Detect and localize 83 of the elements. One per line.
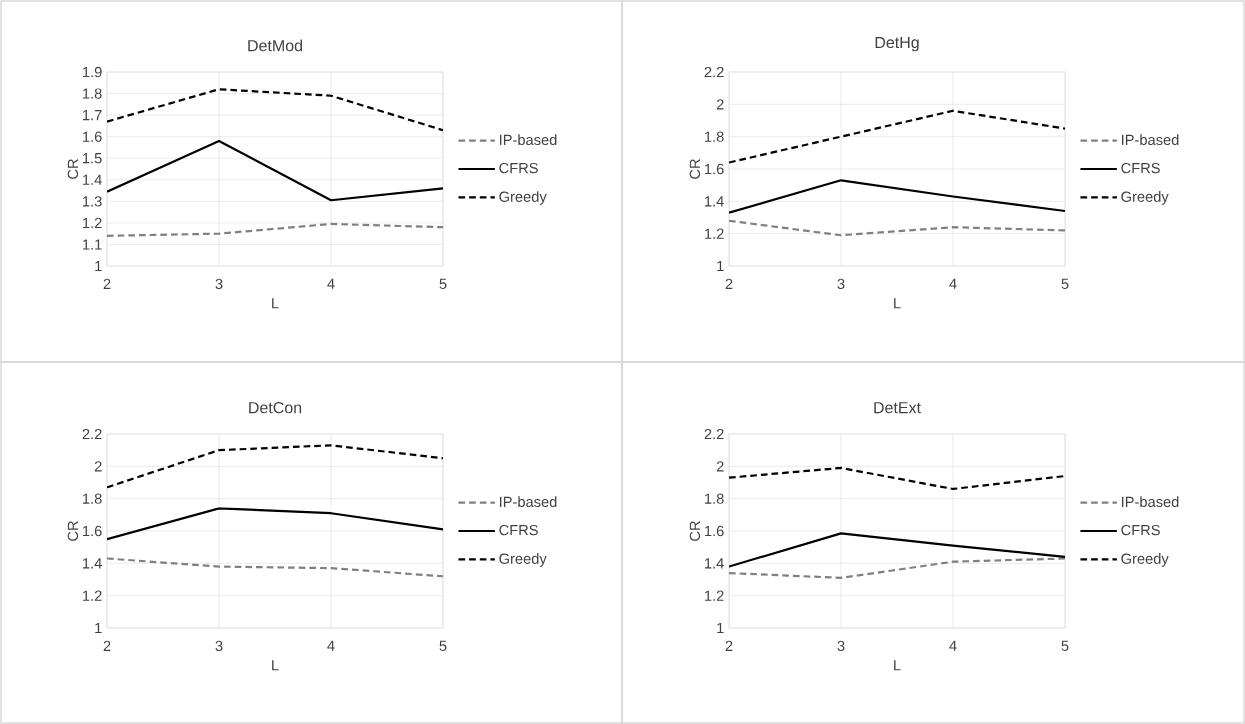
x-tick-label: 3: [837, 278, 845, 290]
x-tick-label: 4: [949, 278, 957, 289]
legend-label: IP-based: [1121, 134, 1179, 146]
y-tick-label: 1.1: [83, 239, 102, 250]
line-series: [729, 466, 1065, 491]
legend-label: CFRS: [499, 524, 538, 536]
x-tick-label: 2: [725, 278, 733, 289]
legend-label: Greedy: [1121, 553, 1169, 567]
x-axis-title: L: [272, 660, 279, 671]
legend-label: Greedy: [1121, 191, 1169, 205]
x-tick-label: 5: [439, 278, 447, 289]
x-tick-label: 4: [327, 640, 335, 651]
x-tick-label: 2: [103, 640, 111, 651]
y-tick-label: 1.3: [83, 196, 102, 207]
chart-title: DetMod: [248, 39, 302, 52]
y-tick-label: 2: [716, 461, 724, 472]
x-tick-label: 4: [949, 640, 957, 651]
y-tick-label: 1.8: [705, 493, 724, 504]
chart-title: DetCon: [249, 401, 302, 414]
line-series: [107, 88, 444, 132]
x-tick-label: 5: [439, 640, 447, 651]
y-axis-title: CR: [689, 521, 701, 541]
line-series: [107, 557, 444, 578]
y-tick-label: 1.6: [705, 163, 724, 175]
y-tick-label: 1.5: [83, 153, 102, 164]
y-tick-label: 1.2: [705, 590, 724, 601]
legend-label: CFRS: [1121, 162, 1160, 174]
y-tick-label: 1.8: [83, 88, 102, 99]
line-series: [729, 219, 1065, 237]
y-tick-label: 1.2: [83, 217, 102, 229]
legend-label: Greedy: [499, 553, 547, 567]
line-series: [729, 557, 1065, 579]
line-series: [107, 222, 444, 237]
legend-label: CFRS: [499, 162, 538, 174]
legend-label: IP-based: [500, 496, 557, 508]
x-tick-label: 3: [215, 640, 223, 652]
y-tick-label: 2.2: [704, 66, 724, 78]
x-tick-label: 5: [1061, 640, 1069, 651]
x-axis-title: L: [272, 298, 279, 309]
line-series: [107, 444, 444, 489]
y-tick-label: 1.2: [705, 228, 724, 239]
y-tick-label: 1.6: [83, 131, 102, 142]
y-tick-label: 2.2: [704, 428, 724, 440]
y-tick-label: 1.7: [83, 110, 102, 121]
y-tick-label: 1: [717, 622, 724, 634]
line-series: [107, 139, 444, 202]
x-tick-label: 5: [1061, 278, 1069, 289]
y-tick-label: 1.8: [83, 493, 102, 504]
y-tick-label: 1.6: [705, 525, 724, 537]
x-tick-label: 3: [215, 278, 223, 290]
y-tick-label: 2: [716, 99, 724, 110]
line-series: [729, 109, 1065, 164]
line-series: [107, 507, 444, 541]
x-axis-title: L: [894, 660, 901, 671]
chart-title: DetHg: [875, 36, 919, 52]
x-tick-label: 4: [327, 278, 335, 289]
y-tick-label: 2.2: [82, 428, 102, 440]
y-axis-title: CR: [67, 521, 79, 541]
y-tick-label: 1.4: [705, 558, 724, 569]
x-tick-label: 2: [103, 278, 111, 289]
x-axis-title: L: [894, 298, 901, 309]
y-tick-label: 1.4: [83, 558, 102, 569]
y-axis-title: CR: [689, 159, 701, 179]
y-tick-label: 1.2: [83, 590, 102, 601]
chart-title: DetExt: [874, 402, 921, 414]
legend-label: Greedy: [499, 191, 547, 205]
line-series: [729, 179, 1065, 214]
y-tick-label: 1.9: [83, 66, 102, 78]
legend-label: CFRS: [1121, 524, 1160, 536]
y-tick-label: 2: [94, 461, 102, 472]
x-tick-label: 2: [725, 640, 733, 651]
legend-label: IP-based: [1121, 496, 1179, 508]
y-tick-label: 1.6: [83, 525, 102, 537]
y-tick-label: 1: [95, 260, 102, 272]
y-axis-title: CR: [67, 159, 79, 179]
y-tick-label: 1.8: [705, 131, 724, 142]
y-tick-label: 1: [95, 622, 102, 634]
line-series: [729, 532, 1065, 568]
x-tick-label: 3: [837, 640, 845, 652]
y-tick-label: 1: [717, 260, 724, 272]
legend-label: IP-based: [500, 134, 557, 146]
y-tick-label: 1.4: [705, 196, 724, 207]
y-tick-label: 1.4: [83, 174, 102, 185]
